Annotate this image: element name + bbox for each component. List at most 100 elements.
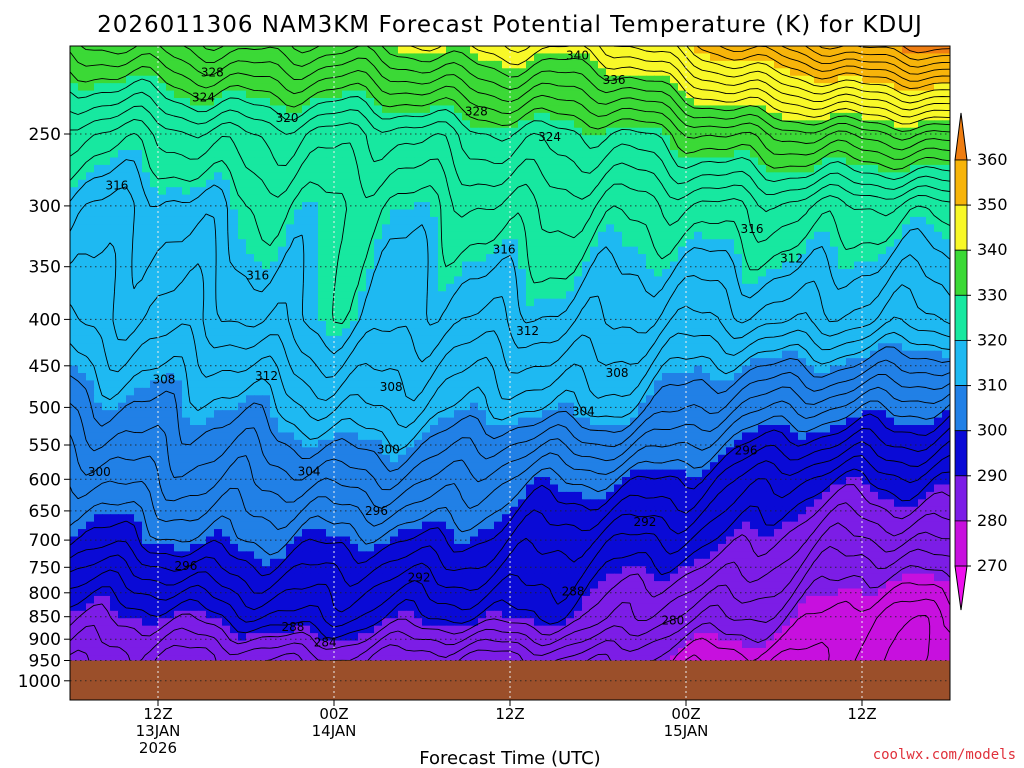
theta-cell xyxy=(830,112,839,121)
theta-cell xyxy=(870,179,879,188)
theta-cell xyxy=(590,75,599,84)
theta-cell xyxy=(894,127,903,136)
theta-cell xyxy=(246,135,255,144)
theta-cell xyxy=(502,120,511,129)
theta-cell xyxy=(630,298,639,307)
theta-cell xyxy=(310,53,319,62)
theta-cell xyxy=(102,298,111,307)
theta-cell xyxy=(518,164,527,173)
theta-cell xyxy=(334,365,343,374)
theta-cell xyxy=(246,380,255,389)
theta-cell xyxy=(486,90,495,99)
theta-cell xyxy=(182,150,191,159)
theta-cell xyxy=(198,231,207,240)
theta-cell xyxy=(262,231,271,240)
theta-cell xyxy=(358,90,367,99)
theta-cell xyxy=(862,53,871,62)
theta-cell xyxy=(670,209,679,218)
theta-cell xyxy=(758,202,767,211)
theta-cell xyxy=(782,373,791,382)
theta-cell xyxy=(822,268,831,277)
theta-cell xyxy=(838,216,847,225)
theta-cell xyxy=(110,172,119,181)
theta-cell xyxy=(174,254,183,263)
theta-cell xyxy=(294,157,303,166)
theta-cell xyxy=(254,68,263,77)
theta-cell xyxy=(734,268,743,277)
theta-cell xyxy=(262,373,271,382)
theta-cell xyxy=(694,358,703,367)
theta-cell xyxy=(406,276,415,285)
theta-cell xyxy=(790,291,799,300)
theta-cell xyxy=(718,224,727,233)
theta-cell xyxy=(430,373,439,382)
theta-cell xyxy=(118,142,127,151)
theta-cell xyxy=(414,373,423,382)
theta-cell xyxy=(646,291,655,300)
theta-cell xyxy=(238,291,247,300)
theta-cell xyxy=(630,350,639,359)
theta-cell xyxy=(230,135,239,144)
theta-cell xyxy=(222,358,231,367)
theta-cell xyxy=(630,83,639,92)
theta-cell xyxy=(70,298,79,307)
theta-cell xyxy=(510,239,519,248)
theta-cell xyxy=(414,194,423,203)
theta-cell xyxy=(262,127,271,136)
theta-cell xyxy=(790,246,799,255)
theta-cell xyxy=(254,120,263,129)
theta-cell xyxy=(902,120,911,129)
theta-cell xyxy=(142,350,151,359)
theta-cell xyxy=(486,46,495,55)
theta-cell xyxy=(822,298,831,307)
theta-cell xyxy=(830,350,839,359)
theta-cell xyxy=(278,246,287,255)
theta-cell xyxy=(718,164,727,173)
theta-cell xyxy=(542,231,551,240)
theta-cell xyxy=(166,231,175,240)
theta-cell xyxy=(430,268,439,277)
theta-cell xyxy=(494,172,503,181)
theta-cell xyxy=(398,194,407,203)
theta-cell xyxy=(558,83,567,92)
theta-cell xyxy=(494,53,503,62)
theta-cell xyxy=(758,135,767,144)
theta-cell xyxy=(734,365,743,374)
theta-cell xyxy=(558,150,567,159)
theta-cell xyxy=(630,112,639,121)
theta-cell xyxy=(150,90,159,99)
theta-cell xyxy=(734,291,743,300)
theta-cell xyxy=(798,98,807,107)
theta-cell xyxy=(766,261,775,270)
theta-cell xyxy=(294,142,303,151)
theta-cell xyxy=(422,83,431,92)
theta-cell xyxy=(214,209,223,218)
theta-cell xyxy=(414,231,423,240)
theta-cell xyxy=(310,358,319,367)
theta-cell xyxy=(350,90,359,99)
theta-cell xyxy=(342,358,351,367)
theta-cell xyxy=(342,142,351,151)
theta-cell xyxy=(262,358,271,367)
theta-cell xyxy=(318,172,327,181)
theta-cell xyxy=(638,261,647,270)
theta-cell xyxy=(814,365,823,374)
theta-cell xyxy=(142,239,151,248)
theta-cell xyxy=(350,216,359,225)
theta-cell xyxy=(158,298,167,307)
theta-cell xyxy=(446,365,455,374)
theta-cell xyxy=(574,268,583,277)
theta-cell xyxy=(78,276,87,285)
theta-cell xyxy=(806,83,815,92)
theta-cell xyxy=(598,68,607,77)
theta-cell xyxy=(622,209,631,218)
theta-cell xyxy=(390,127,399,136)
theta-cell xyxy=(702,320,711,330)
theta-cell xyxy=(846,276,855,285)
theta-cell xyxy=(94,112,103,121)
theta-cell xyxy=(206,298,215,307)
theta-cell xyxy=(534,291,543,300)
theta-cell xyxy=(318,179,327,188)
theta-cell xyxy=(454,112,463,121)
theta-cell xyxy=(462,224,471,233)
